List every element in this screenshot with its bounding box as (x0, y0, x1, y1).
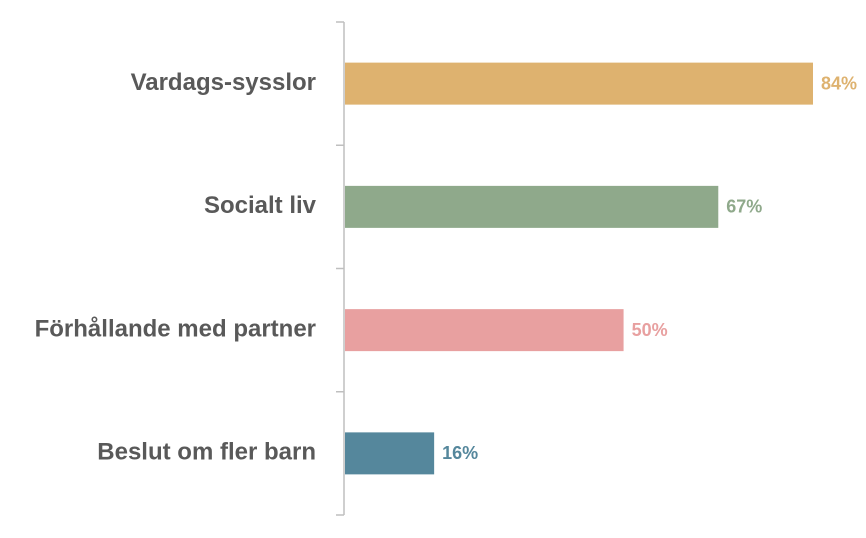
category-label: Vardags-sysslor (131, 69, 316, 96)
category-label: Förhållande med partner (35, 315, 316, 342)
value-label: 16% (442, 443, 478, 463)
value-label: 84% (821, 73, 857, 93)
bar (345, 185, 719, 228)
bar (345, 309, 624, 352)
bar (345, 432, 435, 475)
value-label: 50% (632, 320, 668, 340)
value-label: 67% (726, 197, 762, 217)
bar (345, 62, 813, 105)
category-label: Beslut om fler barn (97, 439, 316, 466)
category-label: Socialt liv (204, 192, 317, 219)
